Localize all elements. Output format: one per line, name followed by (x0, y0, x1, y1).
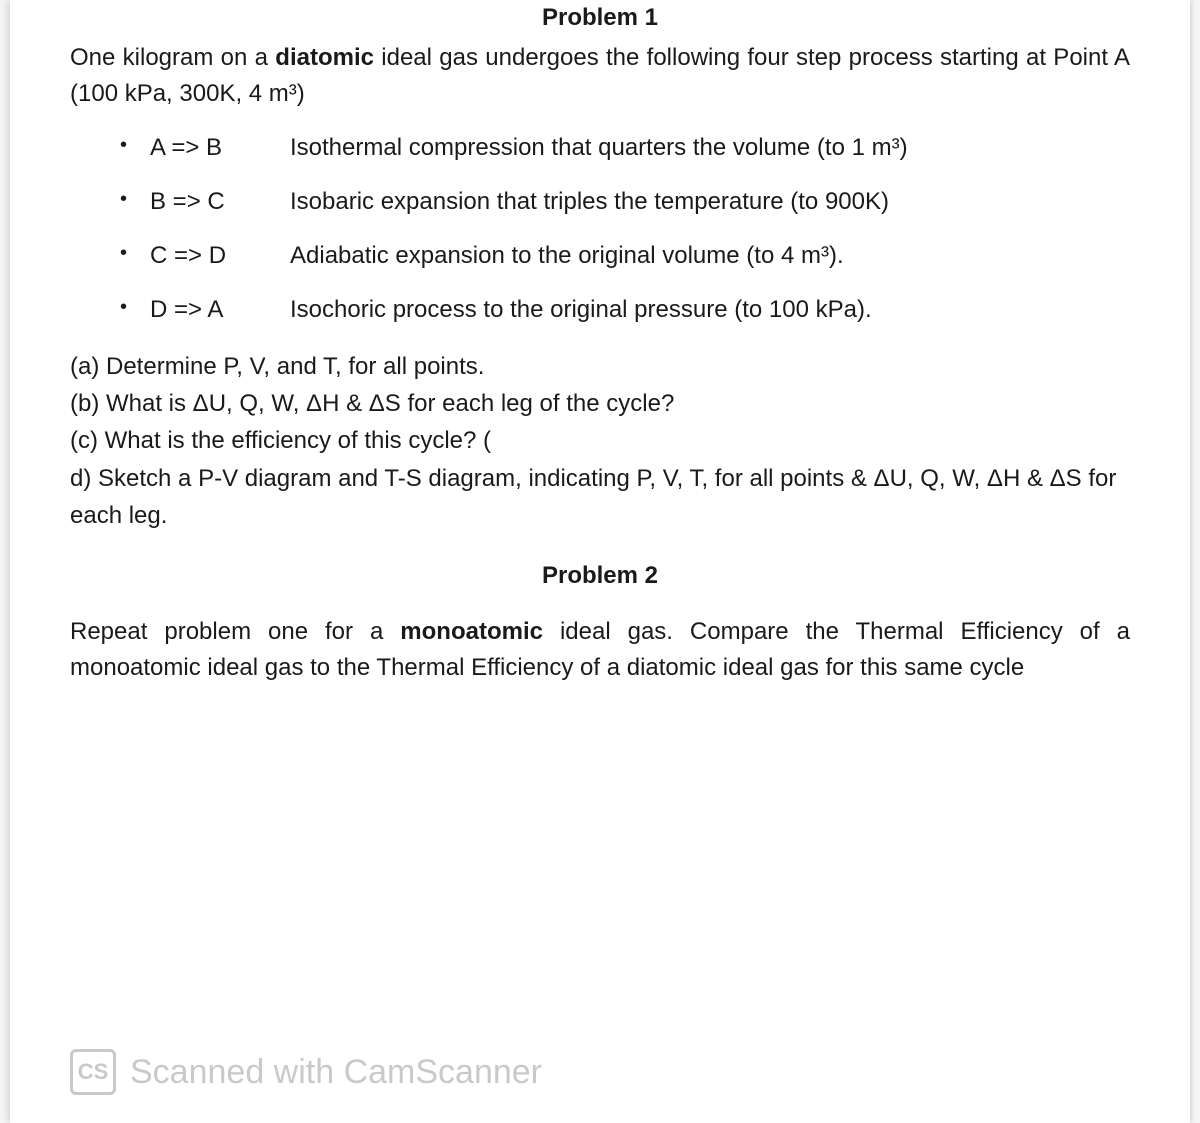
document-page: Problem 1 One kilogram on a diatomic ide… (10, 0, 1190, 1123)
problem2-title: Problem 2 (70, 562, 1130, 590)
camscanner-logo-icon: CS (70, 1049, 116, 1095)
intro-bold: diatomic (275, 44, 374, 71)
question-c: (c) What is the efficiency of this cycle… (70, 422, 1130, 459)
step-description: Isobaric expansion that triples the temp… (290, 184, 1130, 220)
question-a: (a) Determine P, V, and T, for all point… (70, 348, 1130, 385)
camscanner-watermark: CS Scanned with CamScanner (70, 1049, 542, 1095)
list-item: • C => D Adiabatic expansion to the orig… (120, 238, 1130, 274)
problem1-questions: (a) Determine P, V, and T, for all point… (70, 348, 1130, 534)
step-code: A => B (150, 130, 290, 166)
list-item: • B => C Isobaric expansion that triples… (120, 184, 1130, 220)
step-description: Adiabatic expansion to the original volu… (290, 238, 1130, 274)
process-steps-list: • A => B Isothermal compression that qua… (120, 130, 1130, 328)
problem2-body: Repeat problem one for a monoatomic idea… (70, 614, 1130, 686)
step-code: C => D (150, 238, 290, 274)
step-description: Isochoric process to the original pressu… (290, 292, 1130, 328)
step-description: Isothermal compression that quarters the… (290, 130, 1130, 166)
step-code: D => A (150, 292, 290, 328)
problem1-title: Problem 1 (70, 0, 1130, 40)
question-b: (b) What is ΔU, Q, W, ΔH & ΔS for each l… (70, 385, 1130, 422)
problem1-intro: One kilogram on a diatomic ideal gas und… (70, 40, 1130, 112)
bullet-icon: • (120, 292, 150, 322)
bullet-icon: • (120, 238, 150, 268)
bullet-icon: • (120, 184, 150, 214)
intro-text-1: One kilogram on a (70, 44, 275, 71)
list-item: • A => B Isothermal compression that qua… (120, 130, 1130, 166)
question-d: d) Sketch a P-V diagram and T-S diagram,… (70, 460, 1130, 534)
p2-text-1: Repeat problem one for a (70, 618, 400, 645)
p2-bold: monoatomic (400, 618, 543, 645)
watermark-text: Scanned with CamScanner (130, 1053, 542, 1092)
bullet-icon: • (120, 130, 150, 160)
list-item: • D => A Isochoric process to the origin… (120, 292, 1130, 328)
step-code: B => C (150, 184, 290, 220)
